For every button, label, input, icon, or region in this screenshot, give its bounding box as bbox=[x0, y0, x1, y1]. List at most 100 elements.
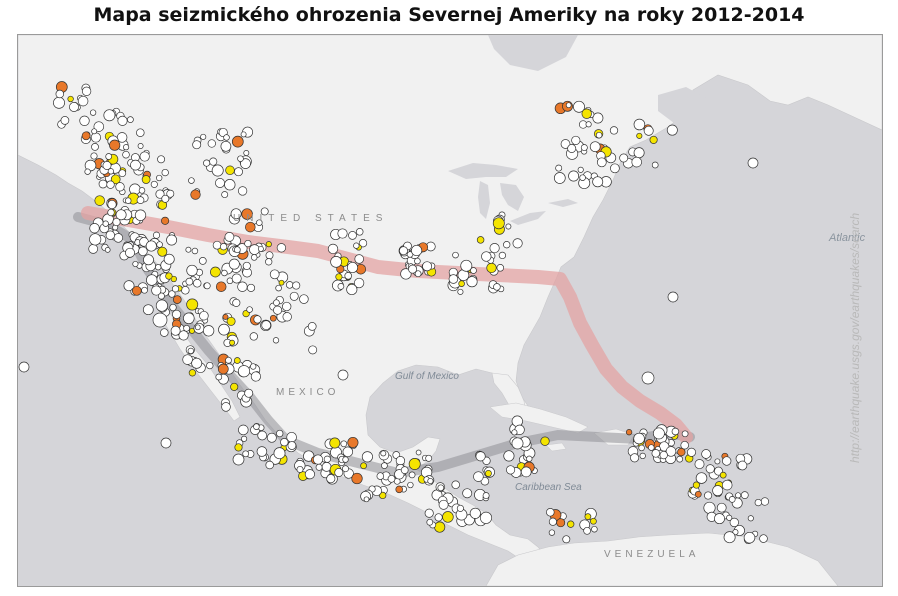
quake-marker-icon bbox=[198, 257, 207, 265]
quake-marker-icon bbox=[395, 485, 403, 494]
quake-marker-icon bbox=[712, 485, 724, 497]
quake-marker-icon bbox=[215, 178, 225, 188]
quake-marker-icon bbox=[243, 150, 250, 156]
quake-marker-icon bbox=[91, 128, 98, 135]
quake-marker-icon bbox=[723, 531, 736, 544]
quake-marker-icon bbox=[118, 169, 127, 178]
quake-marker-icon bbox=[230, 208, 242, 220]
quake-marker-icon bbox=[141, 175, 151, 184]
quake-marker-icon bbox=[257, 430, 268, 441]
quake-marker-icon bbox=[107, 208, 115, 217]
quake-marker-icon bbox=[207, 139, 216, 148]
quake-marker-icon bbox=[312, 454, 324, 465]
quake-marker-icon bbox=[560, 139, 571, 149]
quake-marker-icon bbox=[192, 279, 202, 288]
quake-marker-icon bbox=[209, 157, 218, 166]
quake-marker-icon bbox=[442, 511, 454, 523]
quake-marker-icon bbox=[592, 176, 604, 188]
quake-marker-icon bbox=[156, 241, 163, 248]
quake-marker-icon bbox=[470, 267, 477, 274]
lake-erie bbox=[510, 211, 546, 225]
quake-marker-icon bbox=[286, 431, 297, 443]
quake-marker-icon bbox=[437, 484, 445, 492]
quake-marker-icon bbox=[192, 140, 202, 150]
quake-marker-icon bbox=[342, 446, 354, 458]
quake-marker-icon bbox=[677, 447, 686, 457]
quake-marker-icon bbox=[203, 282, 211, 290]
quake-marker-icon bbox=[667, 291, 679, 303]
quake-marker-icon bbox=[308, 345, 318, 355]
quake-marker-icon bbox=[285, 281, 294, 289]
quake-marker-icon bbox=[307, 322, 317, 331]
quake-marker-icon bbox=[155, 189, 165, 199]
quake-marker-icon bbox=[88, 244, 99, 254]
quake-marker-icon bbox=[451, 480, 460, 490]
quake-marker-icon bbox=[512, 238, 523, 249]
quake-marker-icon bbox=[548, 517, 557, 526]
label-gulf-of-mexico: Gulf of Mexico bbox=[395, 371, 459, 382]
quake-marker-icon bbox=[565, 102, 572, 109]
map-frame[interactable]: UNITED STATES MEXICO Gulf of Mexico Cari… bbox=[17, 34, 883, 587]
quake-marker-icon bbox=[348, 231, 357, 240]
quake-marker-icon bbox=[408, 458, 421, 470]
quake-marker-icon bbox=[337, 283, 345, 290]
quake-marker-icon bbox=[137, 143, 144, 149]
quake-marker-icon bbox=[123, 280, 135, 292]
quake-marker-icon bbox=[224, 232, 235, 242]
quake-marker-icon bbox=[728, 496, 736, 503]
quake-marker-icon bbox=[127, 116, 134, 123]
quake-marker-icon bbox=[138, 246, 148, 257]
quake-marker-icon bbox=[581, 108, 592, 119]
quake-marker-icon bbox=[238, 424, 249, 436]
quake-marker-icon bbox=[590, 517, 597, 525]
quake-marker-icon bbox=[671, 427, 680, 436]
quake-marker-icon bbox=[659, 450, 668, 460]
quake-marker-icon bbox=[434, 521, 446, 533]
quake-marker-icon bbox=[323, 455, 331, 463]
quake-marker-icon bbox=[90, 132, 101, 143]
quake-marker-icon bbox=[503, 450, 515, 462]
quake-marker-icon bbox=[649, 135, 658, 144]
quake-marker-icon bbox=[526, 455, 533, 462]
quake-marker-icon bbox=[636, 132, 643, 139]
quake-marker-icon bbox=[107, 168, 115, 175]
quake-marker-icon bbox=[652, 427, 665, 440]
quake-marker-icon bbox=[387, 474, 396, 483]
quake-marker-icon bbox=[131, 285, 142, 296]
quake-marker-icon bbox=[496, 264, 505, 272]
map-canvas[interactable] bbox=[18, 35, 882, 586]
quake-marker-icon bbox=[714, 513, 725, 525]
quake-marker-icon bbox=[651, 161, 659, 169]
quake-marker-icon bbox=[224, 179, 236, 191]
quake-marker-icon bbox=[241, 208, 253, 220]
quake-marker-icon bbox=[719, 471, 727, 479]
quake-marker-icon bbox=[630, 453, 640, 463]
quake-marker-icon bbox=[395, 456, 406, 466]
quake-marker-icon bbox=[81, 86, 92, 96]
quake-marker-icon bbox=[89, 109, 97, 116]
quake-marker-icon bbox=[460, 259, 473, 272]
quake-marker-icon bbox=[692, 481, 700, 489]
quake-marker-icon bbox=[253, 423, 260, 430]
quake-marker-icon bbox=[476, 236, 485, 244]
quake-marker-icon bbox=[511, 437, 524, 450]
quake-marker-icon bbox=[55, 89, 65, 99]
quake-marker-icon bbox=[633, 147, 645, 159]
quake-marker-icon bbox=[237, 365, 251, 378]
quake-marker-icon bbox=[505, 223, 512, 230]
quake-marker-icon bbox=[272, 337, 280, 344]
quake-marker-icon bbox=[157, 292, 165, 300]
quake-marker-icon bbox=[354, 254, 364, 264]
quake-marker-icon bbox=[273, 299, 280, 307]
quake-marker-icon bbox=[241, 435, 248, 442]
quake-marker-icon bbox=[619, 153, 629, 163]
quake-marker-icon bbox=[426, 518, 434, 526]
quake-marker-icon bbox=[473, 471, 484, 482]
quake-marker-icon bbox=[170, 325, 181, 336]
quake-marker-icon bbox=[643, 125, 654, 136]
source-watermark: http://earthquake.usgs.gov/earthquakes/s… bbox=[848, 212, 862, 463]
quake-marker-icon bbox=[321, 462, 332, 472]
quake-marker-icon bbox=[481, 251, 492, 262]
quake-marker-icon bbox=[438, 499, 449, 510]
quake-marker-icon bbox=[106, 180, 115, 189]
